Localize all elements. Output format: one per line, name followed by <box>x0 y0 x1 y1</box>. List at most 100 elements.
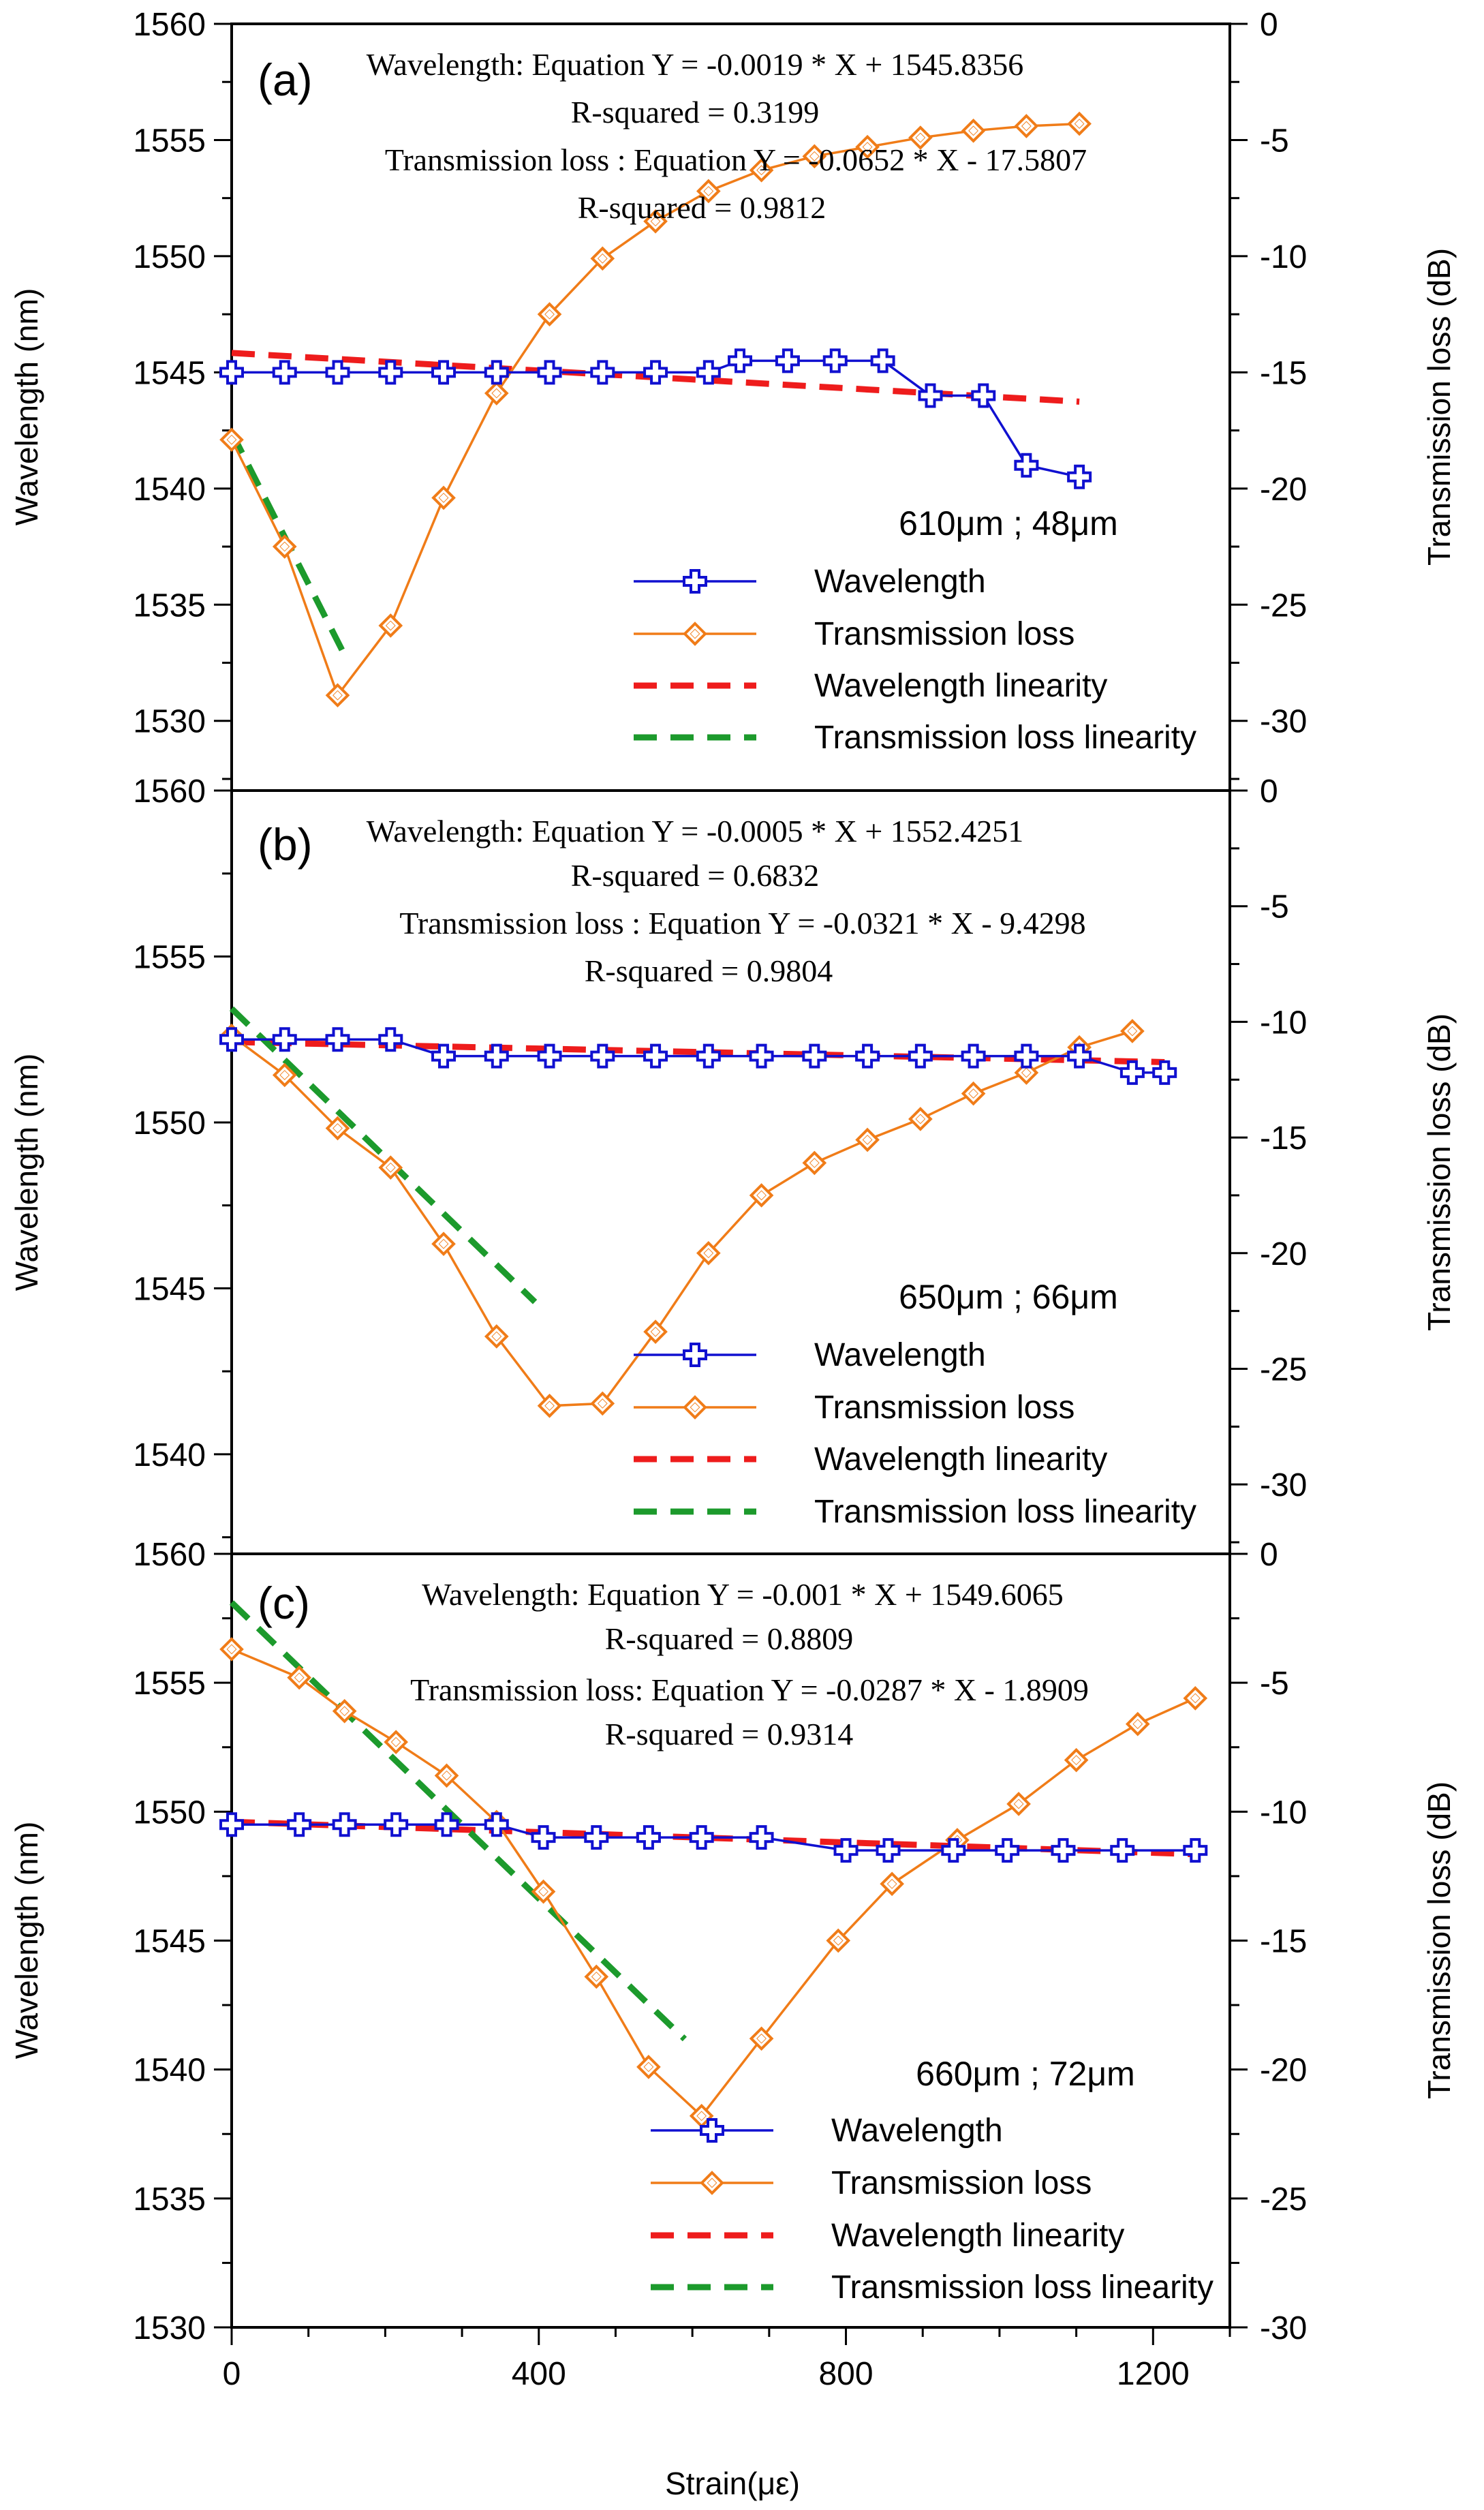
wavelength-point <box>971 383 996 408</box>
transmission-point <box>431 485 456 510</box>
wavelength-point <box>378 1027 403 1052</box>
transmission-point-inner <box>862 1135 873 1145</box>
right-tick-label: -20 <box>1260 472 1307 508</box>
legend-transmission-marker-inner <box>690 1402 700 1413</box>
wavelength-point <box>822 348 848 373</box>
wavelength-point <box>696 1043 721 1069</box>
equation-text: R-squared = 0.9812 <box>578 190 826 225</box>
transmission-point <box>855 1127 880 1152</box>
transmission-point-inner <box>438 1238 449 1249</box>
transmission-point <box>378 613 403 638</box>
wavelength-point <box>855 1043 880 1069</box>
legend-label: Transmission loss linearity <box>814 1494 1196 1530</box>
transmission-point-inner <box>756 1190 767 1201</box>
transmission-point-inner <box>294 1672 305 1683</box>
wavelength-point <box>531 1825 556 1850</box>
transmission-point <box>749 1183 774 1208</box>
wavelength-point <box>1067 1043 1092 1069</box>
right-tick-label: -30 <box>1260 1467 1307 1503</box>
wavelength-point <box>1110 1838 1135 1863</box>
right-tick-label: -10 <box>1260 239 1307 275</box>
right-tick-label: -10 <box>1260 1794 1307 1831</box>
transmission-point <box>802 144 827 169</box>
transmission-point-inner <box>703 1248 714 1259</box>
transmission-point-inner <box>968 1088 978 1099</box>
transmission-point <box>855 134 880 159</box>
left-tick-label: 1550 <box>133 239 206 275</box>
geometry-label: 660μm ; 72μm <box>916 2055 1135 2093</box>
right-tick-label: -30 <box>1260 704 1307 740</box>
transmission-point <box>1064 1747 1089 1773</box>
wavelength-point <box>1152 1060 1177 1085</box>
wavelength-point <box>941 1838 966 1863</box>
transmission-point <box>802 1150 827 1176</box>
transmission-point-inner <box>650 1326 661 1337</box>
left-axis-title: Wavelength (nm) <box>9 1054 44 1291</box>
transmission-point <box>1183 1686 1208 1711</box>
transmission-point-inner <box>703 186 714 196</box>
transmission-point <box>537 302 562 326</box>
transmission-point-inner <box>1071 1755 1082 1766</box>
transmission-point <box>378 1155 403 1180</box>
wavelength-point <box>590 1043 615 1069</box>
wavelength-point <box>431 360 457 385</box>
transmission-point <box>219 1637 244 1662</box>
wavelength-point <box>775 348 800 373</box>
wavelength-point <box>833 1838 859 1863</box>
wavelength-point <box>272 1027 297 1052</box>
equation-text: Wavelength: Equation Y = -0.0005 * X + 1… <box>367 814 1024 848</box>
transmission-point-inner <box>968 125 978 136</box>
transmission-point-inner <box>442 1770 452 1781</box>
right-tick-label: -25 <box>1260 587 1307 624</box>
transmission-point-inner <box>385 620 396 631</box>
left-tick-label: 1535 <box>133 2182 206 2218</box>
left-tick-label: 1555 <box>133 939 206 975</box>
right-axis-title: Transmission loss (dB) <box>1421 1781 1457 2099</box>
transmission-point-inner <box>491 1331 502 1342</box>
legend-wavelength-marker <box>700 2118 724 2143</box>
legend: Wavelength Transmission loss Wavelength li… <box>651 2113 1214 2306</box>
wavelength-point <box>219 1027 244 1052</box>
transmission-point <box>961 1081 986 1106</box>
wavelength-point <box>749 1825 774 1850</box>
right-tick-label: -10 <box>1260 1005 1307 1041</box>
equation-text: R-squared = 0.6832 <box>571 858 820 893</box>
wavelength-point <box>1183 1838 1208 1863</box>
right-tick-label: -15 <box>1260 355 1307 391</box>
x-axis: 0 400 800 1200 Strain(με) <box>223 2327 1231 2501</box>
wavelength-point <box>325 1027 350 1052</box>
wavelength-point <box>590 360 615 385</box>
transmission-point-inner <box>915 132 926 143</box>
wavelength-point <box>537 360 562 385</box>
transmission-point-inner <box>1021 121 1032 132</box>
transmission-point <box>643 209 668 234</box>
wavelength-point <box>1051 1838 1076 1863</box>
wavelength-point <box>484 1043 509 1069</box>
transmission-point-inner <box>756 2033 767 2044</box>
equation-text: Transmission loss : Equation Y = -0.0321… <box>399 906 1085 940</box>
transmission-point-inner <box>333 1123 343 1133</box>
transmission-point <box>908 125 933 150</box>
transmission-point-inner <box>597 1398 608 1409</box>
transmission-series-line <box>231 1648 1196 2118</box>
transmission-point <box>325 1116 350 1141</box>
transmission-point <box>643 1319 668 1345</box>
fit-line-transmission <box>229 1006 538 1304</box>
transmission-point <box>431 1231 456 1257</box>
legend-label: Transmission loss <box>831 2165 1092 2201</box>
left-tick-label: 1560 <box>133 1537 206 1573</box>
left-tick-label: 1555 <box>133 123 206 159</box>
right-axis-title: Transmission loss (dB) <box>1421 1013 1457 1331</box>
legend-label: Wavelength linearity <box>831 2218 1124 2254</box>
transmission-point <box>1006 1792 1031 1816</box>
transmission-point-inner <box>279 541 290 552</box>
left-tick-label: 1540 <box>133 1437 206 1473</box>
wavelength-point <box>643 1043 668 1069</box>
left-tick-label: 1545 <box>133 1924 206 1960</box>
wavelength-point <box>995 1838 1020 1863</box>
transmission-point-inner <box>643 2062 654 2072</box>
legend: Wavelength Transmission loss Wavelength li… <box>634 1337 1196 1530</box>
transmission-point <box>749 2026 774 2051</box>
geometry-label: 650μm ; 66μm <box>899 1278 1118 1316</box>
transmission-point <box>696 1240 721 1266</box>
